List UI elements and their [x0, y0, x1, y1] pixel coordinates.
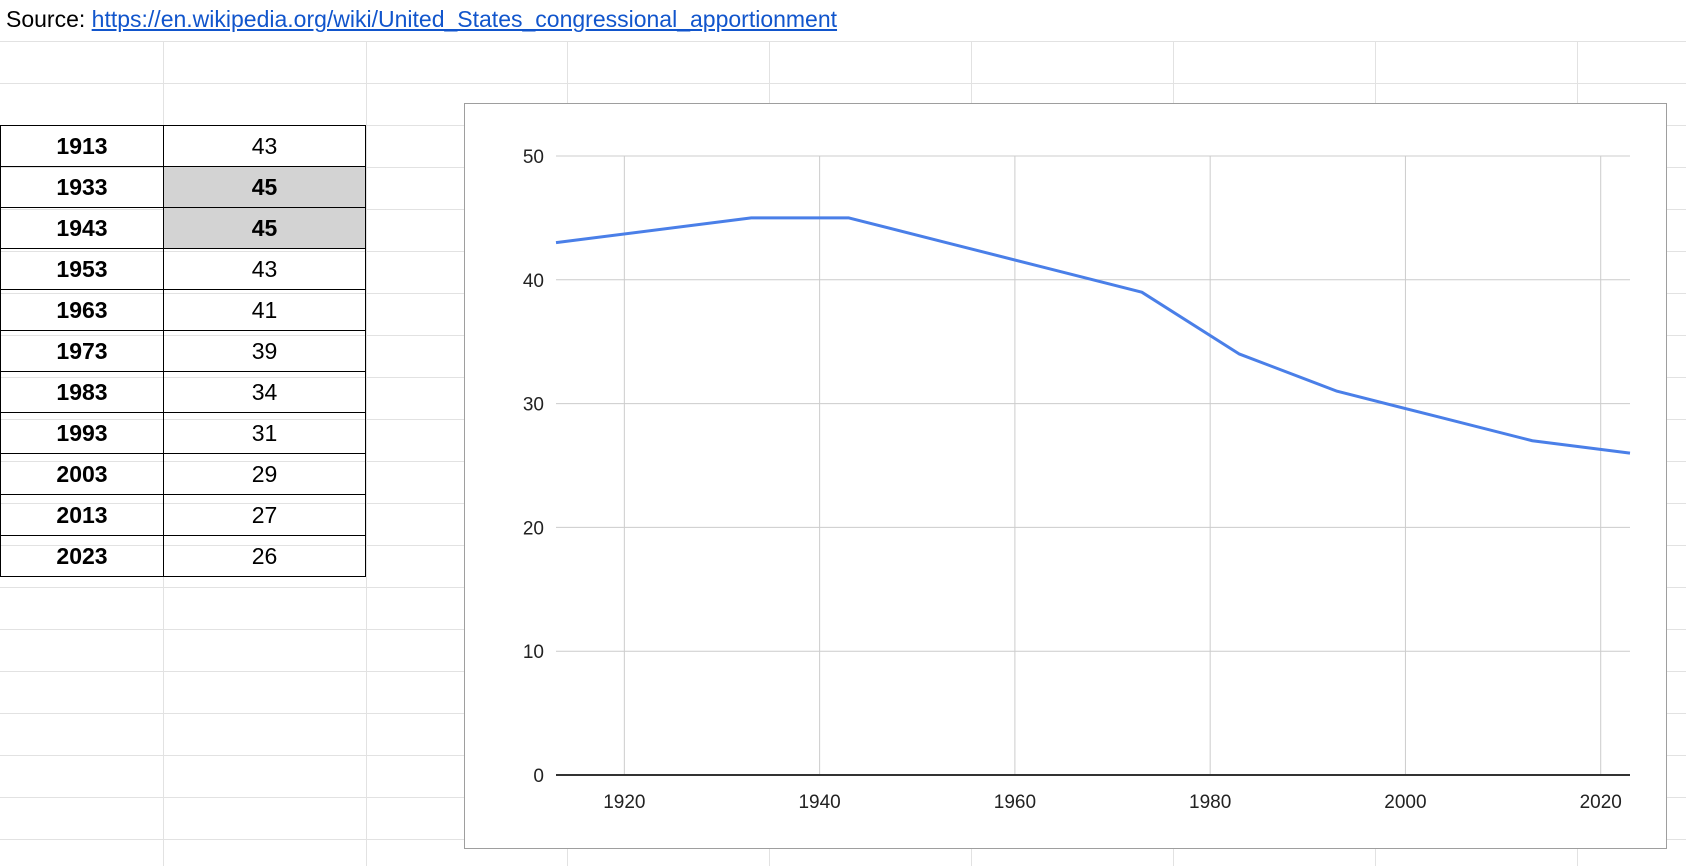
- series-line: [555, 216, 1631, 455]
- x-tick-label: 1920: [603, 792, 645, 813]
- table-row: 1913 43: [0, 125, 366, 167]
- x-tick-label: 1940: [798, 792, 840, 813]
- year-cell[interactable]: 2023: [0, 535, 164, 577]
- grid-row-line: [0, 41, 1686, 42]
- year-cell[interactable]: 1913: [0, 125, 164, 167]
- source-label: Source:: [6, 6, 86, 32]
- y-tick-label: 10: [523, 642, 544, 663]
- table-row: 1983 34: [0, 371, 366, 413]
- grid-row-line: [0, 83, 1686, 84]
- year-cell[interactable]: 1973: [0, 330, 164, 372]
- y-tick-label: 20: [523, 518, 544, 539]
- year-cell[interactable]: 2003: [0, 453, 164, 495]
- year-cell[interactable]: 1963: [0, 289, 164, 331]
- value-cell[interactable]: 45: [163, 166, 366, 208]
- value-cell[interactable]: 43: [163, 125, 366, 167]
- year-cell[interactable]: 1983: [0, 371, 164, 413]
- grid-column-line: [366, 42, 367, 866]
- value-cell[interactable]: 43: [163, 248, 366, 290]
- source-link[interactable]: https://en.wikipedia.org/wiki/United_Sta…: [91, 6, 838, 32]
- table-row: 2013 27: [0, 494, 366, 536]
- y-tick-label: 50: [523, 147, 544, 168]
- value-cell[interactable]: 39: [163, 330, 366, 372]
- y-tick-label: 0: [533, 766, 544, 787]
- year-cell[interactable]: 1933: [0, 166, 164, 208]
- value-cell[interactable]: 26: [163, 535, 366, 577]
- year-cell[interactable]: 1943: [0, 207, 164, 249]
- table-row: 1963 41: [0, 289, 366, 331]
- data-table: 1913 43 1933 45 1943 45 1953 43 1963 41 1973 39 1983…: [0, 125, 366, 577]
- value-cell[interactable]: 29: [163, 453, 366, 495]
- year-cell[interactable]: 2013: [0, 494, 164, 536]
- x-tick-label: 1960: [994, 792, 1036, 813]
- y-tick-label: 40: [523, 271, 544, 292]
- line-chart[interactable]: 0 10 20 30 40 50 1920 1940 1960 1980 2000 2020: [464, 103, 1667, 849]
- year-cell[interactable]: 1993: [0, 412, 164, 454]
- table-row: 1973 39: [0, 330, 366, 372]
- x-tick-label: 1980: [1189, 792, 1231, 813]
- year-cell[interactable]: 1953: [0, 248, 164, 290]
- value-cell[interactable]: 27: [163, 494, 366, 536]
- x-tick-label: 2000: [1384, 792, 1426, 813]
- value-cell[interactable]: 34: [163, 371, 366, 413]
- chart-svg: 0 10 20 30 40 50 1920 1940 1960 1980 2000 2020: [523, 147, 1631, 813]
- table-row: 2003 29: [0, 453, 366, 495]
- table-row: 1933 45: [0, 166, 366, 208]
- value-cell[interactable]: 31: [163, 412, 366, 454]
- value-cell[interactable]: 45: [163, 207, 366, 249]
- table-row: 1993 31: [0, 412, 366, 454]
- source-cell[interactable]: Source: https://en.wikipedia.org/wiki/Un…: [6, 6, 837, 33]
- value-cell[interactable]: 41: [163, 289, 366, 331]
- y-tick-label: 30: [523, 395, 544, 416]
- table-row: 2023 26: [0, 535, 366, 577]
- table-row: 1953 43: [0, 248, 366, 290]
- x-tick-label: 2020: [1580, 792, 1622, 813]
- table-row: 1943 45: [0, 207, 366, 249]
